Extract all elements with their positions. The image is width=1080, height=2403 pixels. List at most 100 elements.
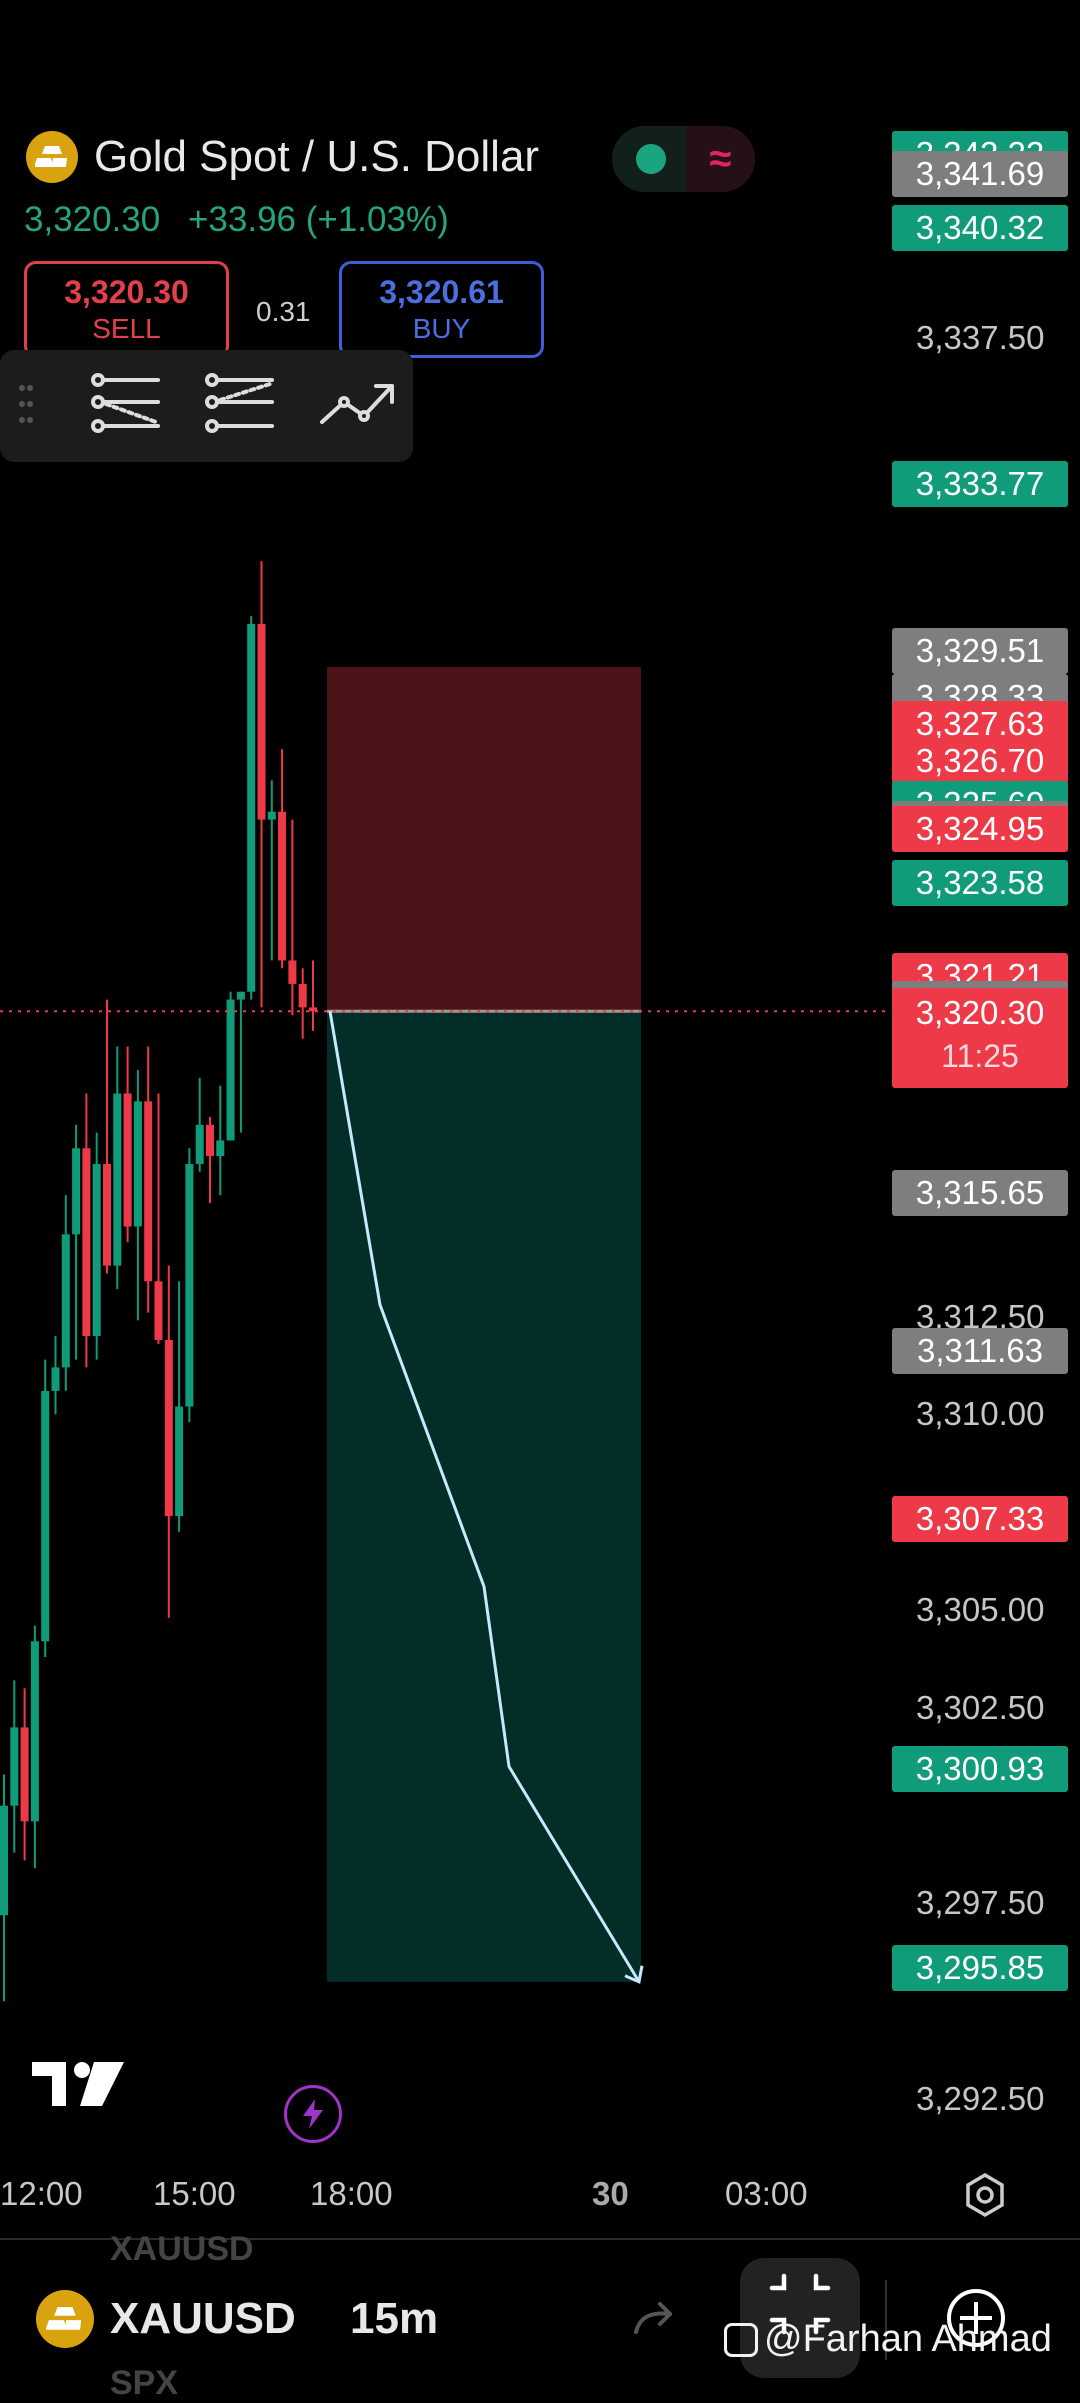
candle-body[interactable] — [20, 1727, 29, 1822]
candle-body[interactable] — [41, 1390, 50, 1642]
bar-countdown: 11:25 — [941, 1038, 1019, 1075]
price-tick: 3,292.50 — [916, 2080, 1045, 2118]
candle-body[interactable] — [72, 1148, 81, 1235]
next-symbol[interactable]: SPX — [110, 2364, 179, 2402]
price-badge[interactable]: 3,323.58 — [892, 859, 1068, 906]
candle-body[interactable] — [51, 1367, 60, 1391]
candle-body[interactable] — [298, 983, 307, 1008]
price-badge[interactable]: 3,341.69 — [892, 151, 1068, 198]
short-position-icon[interactable] — [204, 372, 276, 436]
add-icon[interactable] — [944, 2286, 1008, 2350]
price-badge[interactable]: 3,311.63 — [892, 1327, 1068, 1374]
candle-body[interactable] — [30, 1641, 39, 1822]
price-summary: 3,320.30 +33.96 (+1.03%) — [24, 200, 467, 240]
price-tick: 3,337.50 — [916, 319, 1045, 357]
candle-body[interactable] — [154, 1281, 163, 1340]
buy-button[interactable]: 3,320.61 BUY — [339, 261, 544, 358]
candle-body[interactable] — [226, 999, 235, 1141]
candle-body[interactable] — [10, 1727, 19, 1806]
drawing-toolbar[interactable] — [0, 350, 413, 462]
buy-price: 3,320.61 — [379, 274, 504, 310]
candle-body[interactable] — [288, 960, 297, 984]
price-chart[interactable] — [0, 0, 1080, 2220]
collapse-icon — [769, 2273, 831, 2335]
last-price: 3,320.30 — [24, 200, 161, 239]
facebook-icon — [724, 2322, 758, 2357]
candle-body[interactable] — [257, 623, 266, 820]
candle-body[interactable] — [82, 1148, 91, 1337]
time-label: 15:00 — [153, 2175, 236, 2212]
market-status-toggle[interactable]: ≈ — [612, 126, 755, 192]
candle-body[interactable] — [113, 1093, 122, 1266]
price-badge[interactable]: 3,324.95 — [892, 806, 1068, 853]
candle-body[interactable] — [267, 811, 276, 820]
candle-body[interactable] — [278, 811, 287, 961]
projection-path[interactable] — [328, 1011, 641, 1983]
lightning-icon[interactable] — [284, 2085, 342, 2143]
candle-body[interactable] — [92, 1163, 101, 1337]
watermark: @Farhan Ahmad — [724, 2318, 1052, 2361]
price-badge[interactable]: 3,326.70 — [892, 737, 1068, 784]
long-position-icon[interactable] — [90, 372, 162, 436]
candle-body[interactable] — [206, 1124, 214, 1157]
projection-arrowhead — [624, 1965, 644, 1984]
sell-label: SELL — [92, 313, 161, 344]
price-badge[interactable]: 3,333.77 — [892, 461, 1068, 508]
candle-body[interactable] — [164, 1340, 173, 1517]
symbol-selector[interactable]: XAUUSD — [110, 2294, 296, 2343]
price-scale[interactable]: 3,337.50 3,312.50 3,310.00 3,305.00 3,302.50… — [888, 0, 1080, 2150]
gold-bars-icon[interactable] — [26, 131, 78, 183]
sell-price: 3,320.30 — [64, 274, 189, 310]
candle-body[interactable] — [103, 1163, 111, 1266]
drag-handle-icon[interactable] — [18, 380, 34, 430]
prev-symbol[interactable]: XAUUSD — [110, 2230, 254, 2268]
time-label: 18:00 — [310, 2175, 393, 2212]
take-profit-zone[interactable] — [327, 1011, 641, 1982]
candle-body[interactable] — [216, 1140, 225, 1157]
tradingview-logo-icon[interactable] — [32, 2058, 128, 2110]
price-badge[interactable]: 3,329.51 — [892, 627, 1068, 674]
candle-body[interactable] — [247, 623, 256, 992]
price-badge[interactable]: 3,340.32 — [892, 204, 1068, 251]
current-price-badge[interactable]: 3,320.30 11:25 — [892, 988, 1068, 1089]
stop-loss-zone[interactable] — [327, 666, 641, 1012]
separator — [885, 2280, 887, 2360]
divider — [0, 2238, 1080, 2240]
price-badge[interactable]: 3,315.65 — [892, 1170, 1068, 1217]
candle-body[interactable] — [144, 1101, 153, 1282]
symbol-title[interactable]: Gold Spot / U.S. Dollar — [94, 132, 540, 181]
price-tick: 3,310.00 — [916, 1395, 1045, 1433]
candle-body[interactable] — [309, 1007, 317, 1012]
path-icon[interactable] — [316, 372, 400, 436]
price-badge[interactable]: 3,300.93 — [892, 1746, 1068, 1793]
time-label: 12:00 — [0, 2175, 83, 2212]
price-tick: 3,305.00 — [916, 1591, 1045, 1628]
watermark-text: @Farhan Ahmad — [764, 2318, 1052, 2360]
redo-icon[interactable] — [632, 2298, 678, 2338]
candle-body[interactable] — [236, 991, 245, 1000]
candle-body[interactable] — [195, 1124, 204, 1164]
wave-icon: ≈ — [686, 126, 755, 192]
gold-bars-icon[interactable] — [36, 2290, 94, 2348]
price-badge[interactable]: 3,295.85 — [892, 1945, 1068, 1992]
buy-label: BUY — [412, 313, 471, 344]
price-tick: 3,302.50 — [916, 1688, 1045, 1726]
price-badge[interactable]: 3,307.33 — [892, 1495, 1068, 1542]
candle-body[interactable] — [133, 1101, 142, 1227]
settings-icon[interactable] — [962, 2172, 1008, 2218]
candle-body[interactable] — [0, 1805, 8, 1916]
exit-fullscreen-button[interactable] — [740, 2258, 860, 2378]
candle-body[interactable] — [185, 1163, 194, 1407]
sell-button[interactable]: 3,320.30 SELL — [24, 261, 229, 358]
interval-selector[interactable]: 15m — [350, 2294, 439, 2343]
time-label: 03:00 — [725, 2175, 808, 2212]
time-label: 30 — [592, 2175, 629, 2212]
current-price-value: 3,320.30 — [915, 994, 1045, 1032]
price-change: +33.96 (+1.03%) — [187, 200, 449, 239]
candle-body[interactable] — [61, 1234, 70, 1368]
candle-body[interactable] — [123, 1093, 132, 1227]
price-tick: 3,297.50 — [916, 1884, 1045, 1922]
candle-body[interactable] — [175, 1406, 184, 1517]
market-open-dot-icon — [636, 144, 666, 174]
spread-value: 0.31 — [256, 296, 311, 327]
